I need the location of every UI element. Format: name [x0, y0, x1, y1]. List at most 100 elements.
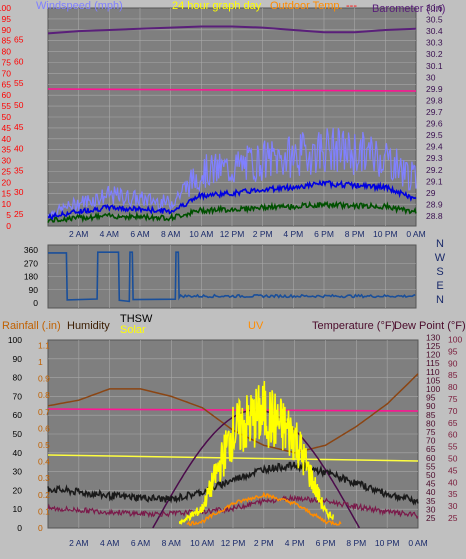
top-right-tick: 30.1	[426, 61, 443, 71]
bottom-right-tick: 90	[426, 401, 436, 411]
top-right-tick: 29	[426, 188, 436, 198]
bottom-left-tick: 100	[8, 335, 22, 345]
top-x-tick: 8 AM	[161, 229, 180, 239]
top-left-tick: 30	[2, 156, 12, 166]
bottom-x-tick: 4 AM	[100, 538, 119, 548]
top-left-tick: 0	[6, 221, 11, 231]
top-right-tick: 30	[426, 72, 436, 82]
top-grid	[48, 8, 416, 226]
bottom-rain-tick: 0.5	[38, 440, 50, 450]
windspeed-label: Windspeed (mph)	[36, 0, 123, 12]
bottom-far-right-tick: 40	[448, 477, 458, 487]
top-left-tick: 20	[2, 177, 12, 187]
top-right-tick: 29.7	[426, 107, 443, 117]
bottom-rain-tick: 0.7	[38, 407, 50, 417]
top-wind-tick: 45	[14, 122, 24, 132]
temperature-line	[47, 461, 419, 506]
top-right-tick: 30.4	[426, 26, 443, 36]
top-right-tick: 29.4	[426, 142, 443, 152]
bottom-right-tick: 120	[426, 350, 440, 360]
top-left-tick: 55	[2, 101, 12, 111]
top-wind-tick: 25	[14, 209, 24, 219]
bottom-far-right-tick: 75	[448, 394, 458, 404]
bottom-rain-tick: 0.1	[38, 506, 50, 516]
bottom-x-tick: 6 AM	[131, 538, 150, 548]
bottom-left-tick: 50	[13, 429, 23, 439]
bottom-left-tick: 80	[13, 373, 23, 383]
direction-grid	[48, 245, 416, 308]
direction-tick: 90	[29, 285, 39, 295]
top-left-axis: 0510152025303540455055606570758085909510…	[0, 3, 11, 231]
bottom-left-tick: 70	[13, 391, 23, 401]
top-x-tick: 10 AM	[189, 229, 213, 239]
top-wind-tick: 30	[14, 187, 24, 197]
bottom-x-tick: 4 PM	[285, 538, 305, 548]
bottom-rain-tick: 0.3	[38, 473, 50, 483]
bottom-right-tick: 130	[426, 332, 440, 342]
bottom-rain-tick: 0.9	[38, 374, 50, 384]
humidity-label: Humidity	[67, 320, 110, 332]
bottom-far-right-tick: 25	[448, 513, 458, 523]
top-right-axis: 28.8 28.929 29.129.2 29.329.4 29.529.6 29.7 29…	[426, 3, 443, 221]
bottom-far-right-tick: 50	[448, 454, 458, 464]
bottom-right-tick: 45	[426, 479, 436, 489]
top-pink-line	[47, 88, 417, 92]
top-left-tick: 75	[2, 58, 12, 68]
top-x-tick: 4 AM	[100, 229, 119, 239]
bottom-x-tick: 6 PM	[316, 538, 336, 548]
wind-average-line	[47, 179, 417, 221]
bottom-rain-tick: 0.8	[38, 390, 50, 400]
solar-label: Solar	[120, 324, 146, 336]
bottom-far-right-tick: 80	[448, 382, 458, 392]
bottom-left-tick: 60	[13, 410, 23, 420]
top-right-tick: 30.2	[426, 49, 443, 59]
bottom-right-tick: 115	[426, 358, 440, 368]
bottom-rain-tick: 0	[38, 523, 43, 533]
top-left-tick: 60	[2, 90, 12, 100]
bottom-far-right-tick: 85	[448, 370, 458, 380]
direction-axis: 360 270 180 90 0	[24, 245, 38, 308]
graph-day-label: 24 hour graph day	[172, 0, 262, 12]
bottom-right-tick: 125	[426, 341, 440, 351]
direction-series	[48, 251, 416, 303]
wind-gust-line	[47, 127, 417, 218]
top-left-tick: 85	[2, 36, 12, 46]
bottom-right-tick: 105	[426, 375, 440, 385]
bottom-right-axis: 2530354045505560657075808590951001051101…	[426, 332, 440, 523]
barometer-label: Barometer (.in)	[372, 3, 445, 15]
bottom-right-tick: 80	[426, 418, 436, 428]
top-right-tick: 29.5	[426, 130, 443, 140]
top-wind-tick: 55	[14, 78, 24, 88]
top-series	[47, 25, 417, 224]
bottom-chart: Rainfall (.in) Humidity THSW Solar UV Te…	[2, 313, 466, 548]
bottom-far-right-tick: 60	[448, 430, 458, 440]
top-right-tick: 28.8	[426, 211, 443, 221]
top-wind-tick: 35	[14, 165, 24, 175]
bottom-rain-axis: 0 0.1 0.2 0.3 0.4 0.5 0.6 0.7 0.8 0.9 1 1.1	[38, 340, 50, 533]
compass-n-label: N	[436, 294, 444, 306]
top-left-tick: 10	[2, 199, 12, 209]
bottom-left-axis: 0 10 20 30 40 50 60 70 80 90 100	[8, 335, 22, 533]
bottom-far-right-tick: 95	[448, 346, 458, 356]
top-x-tick: 6 PM	[314, 229, 334, 239]
dashes-label: ---	[346, 0, 357, 12]
top-right-tick: 29.1	[426, 176, 443, 186]
top-wind-axis: 25 30 35 40 45 50 55 60 65	[14, 35, 24, 219]
bottom-far-right-tick: 30	[448, 501, 458, 511]
top-x-tick: 0 AM	[406, 229, 425, 239]
bottom-far-right-tick: 55	[448, 442, 458, 452]
top-right-tick: 29.6	[426, 119, 443, 129]
dewpoint-line	[47, 493, 419, 520]
top-left-tick: 35	[2, 145, 12, 155]
top-wind-tick: 60	[14, 56, 24, 66]
bottom-yellow-flat-line	[47, 454, 419, 462]
bottom-right-tick: 25	[426, 513, 436, 523]
bottom-far-right-tick: 70	[448, 406, 458, 416]
top-left-tick: 5	[6, 210, 11, 220]
uv-label: UV	[248, 320, 264, 332]
bottom-far-right-tick: 45	[448, 465, 458, 475]
